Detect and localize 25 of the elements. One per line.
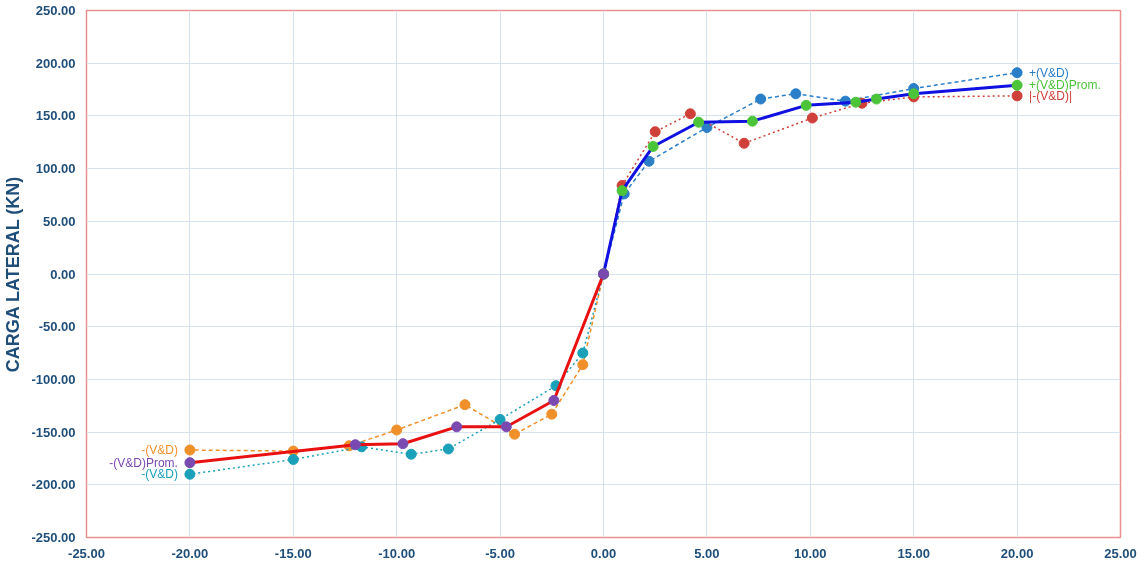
- x-tick-label: -5.00: [485, 545, 515, 561]
- series-label: +(V&D): [1029, 65, 1069, 80]
- x-tick-label: 15.00: [897, 545, 930, 561]
- y-tick-label: 150.00: [35, 108, 76, 124]
- y-axis-title: CARGA LATERAL (KN): [3, 176, 24, 373]
- series-label: -(V&D): [141, 443, 178, 458]
- x-tick-label: -10.00: [378, 545, 416, 561]
- y-tick-label: 200.00: [35, 55, 76, 71]
- y-tick-label: 50.00: [42, 213, 76, 229]
- x-tick-label: 20.00: [1000, 545, 1034, 561]
- y-tick-label: -150.00: [31, 424, 76, 440]
- x-tick-label: 25.00: [1104, 545, 1137, 561]
- x-tick-label: -15.00: [274, 545, 312, 561]
- y-tick-label: -50.00: [38, 319, 76, 335]
- y-tick-label: -250.00: [31, 530, 76, 545]
- y-tick-label: -200.00: [31, 477, 76, 493]
- x-tick-label: -20.00: [171, 545, 209, 561]
- y-tick-label: 0.00: [50, 266, 76, 282]
- x-tick-label: -25.00: [68, 545, 105, 561]
- x-tick-label: 5.00: [694, 545, 720, 561]
- y-tick-label: 250.00: [35, 3, 76, 18]
- x-tick-label: 0.00: [590, 545, 617, 561]
- x-tick-label: 10.00: [794, 545, 827, 561]
- y-tick-label: -100.00: [31, 371, 76, 387]
- y-tick-label: 100.00: [35, 161, 76, 177]
